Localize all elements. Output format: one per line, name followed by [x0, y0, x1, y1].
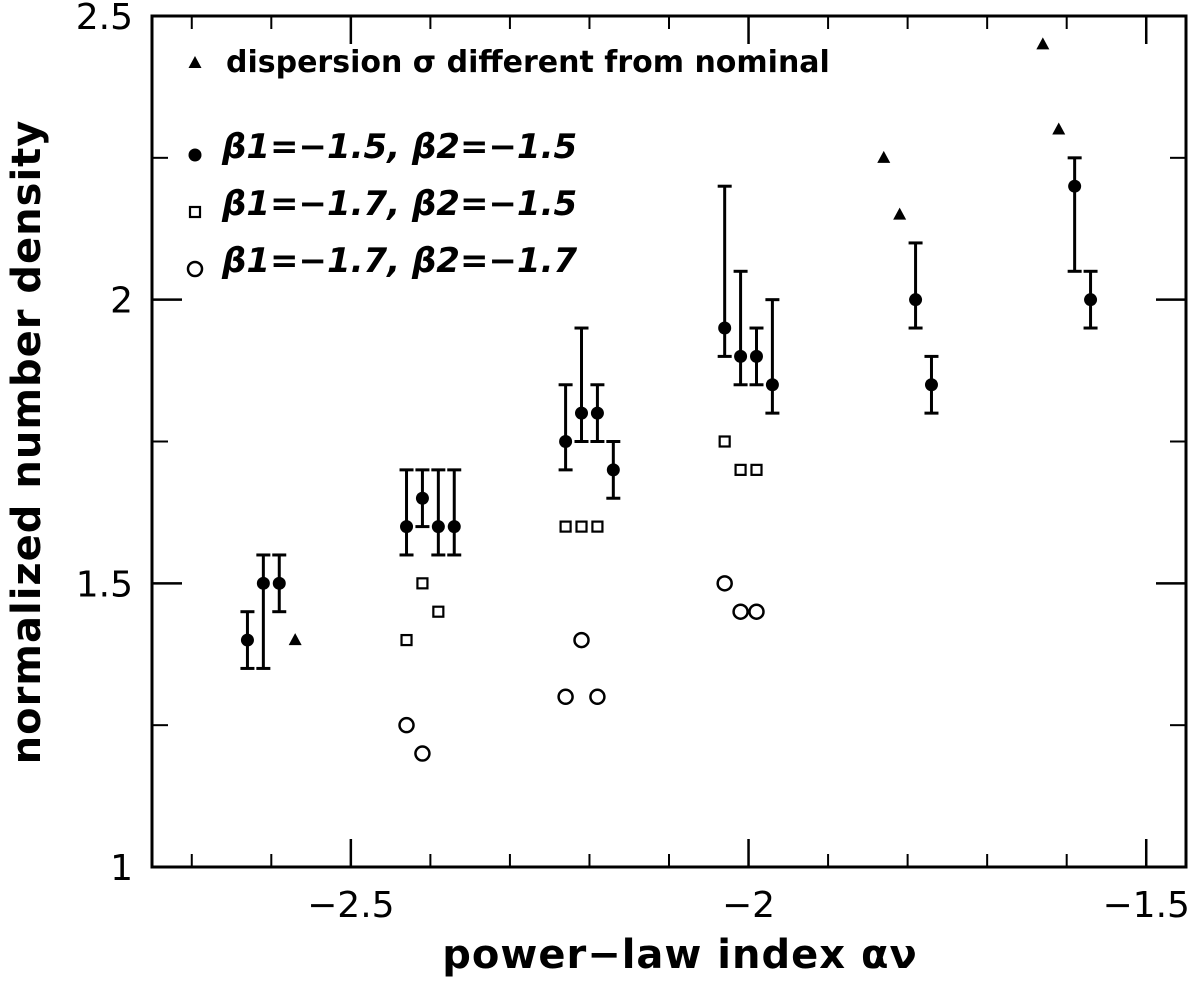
x-tick-label: −1.5	[1103, 885, 1190, 926]
filled-circle-point	[924, 378, 938, 392]
x-tick-label: −2	[722, 885, 775, 926]
legend: dispersion σ different from nominal β1=−…	[186, 45, 830, 281]
x-tick-label: −2.5	[307, 885, 394, 926]
legend-marker-filled-circle	[188, 148, 202, 162]
open-circle-point	[716, 575, 733, 592]
filled-circle-point	[1068, 179, 1082, 193]
triangle-point	[1036, 37, 1050, 50]
filled-circle-point	[559, 435, 573, 448]
legend-label-3: β1=−1.7, β2=−1.7	[221, 241, 578, 281]
axis-ticks	[152, 14, 1186, 869]
filled-circle-point	[240, 633, 254, 647]
legend-markers	[186, 56, 204, 278]
open-circle-point	[732, 603, 749, 620]
y-tick-label: 2.5	[76, 0, 133, 38]
open-square-point	[750, 463, 763, 476]
filled-circle-point	[718, 321, 732, 335]
open-square-point	[591, 520, 604, 533]
triangle-point	[877, 150, 891, 163]
filled-circle-point	[1084, 293, 1098, 307]
legend-marker-open-square	[188, 205, 202, 219]
filled-circle-point	[749, 349, 763, 363]
y-axis-title: normalized number density	[4, 120, 50, 765]
filled-circle-point	[734, 349, 748, 363]
triangle-point	[1052, 122, 1066, 135]
triangle-point	[288, 633, 302, 646]
open-circle-point	[589, 688, 606, 706]
open-circle-point	[414, 745, 431, 762]
y-tick-label: 2	[110, 281, 133, 322]
filled-circle-point	[606, 463, 620, 477]
filled-circle-point	[575, 406, 589, 420]
open-square-point	[734, 463, 747, 476]
filled-circle-point	[909, 293, 923, 307]
open-square-point	[416, 577, 429, 590]
open-square-point	[575, 520, 588, 533]
open-square-point	[559, 520, 572, 533]
x-axis-title: power−law index αν	[442, 932, 917, 978]
open-circle-point	[748, 603, 765, 620]
filled-circle-point	[431, 520, 445, 534]
filled-circle-point	[590, 406, 604, 420]
open-circle-point	[573, 631, 590, 649]
y-tick-label: 1.5	[76, 564, 133, 605]
filled-circle-point	[400, 520, 414, 534]
triangle-point	[893, 207, 907, 220]
y-tick-label: 1	[110, 848, 133, 889]
open-square-point	[718, 435, 731, 448]
legend-label-2: β1=−1.7, β2=−1.5	[221, 184, 577, 224]
axis-tick-labels: −2.5 −2 −1.5 1 1.5 2 2.5	[76, 0, 1190, 926]
open-circle-point	[398, 716, 415, 734]
legend-marker-triangle	[188, 56, 202, 68]
open-circle-point	[557, 688, 574, 706]
data-marks	[240, 37, 1098, 762]
open-square-point	[432, 605, 445, 618]
filled-circle-point	[415, 491, 429, 505]
filled-circle-point	[256, 576, 270, 590]
open-square-point	[400, 633, 413, 647]
legend-marker-open-circle	[186, 260, 204, 278]
filled-circle-point	[447, 520, 461, 534]
filled-circle-point	[765, 378, 779, 392]
legend-label-1: β1=−1.5, β2=−1.5	[221, 127, 577, 167]
legend-label-0: dispersion σ different from nominal	[226, 45, 830, 80]
filled-circle-point	[272, 576, 286, 590]
